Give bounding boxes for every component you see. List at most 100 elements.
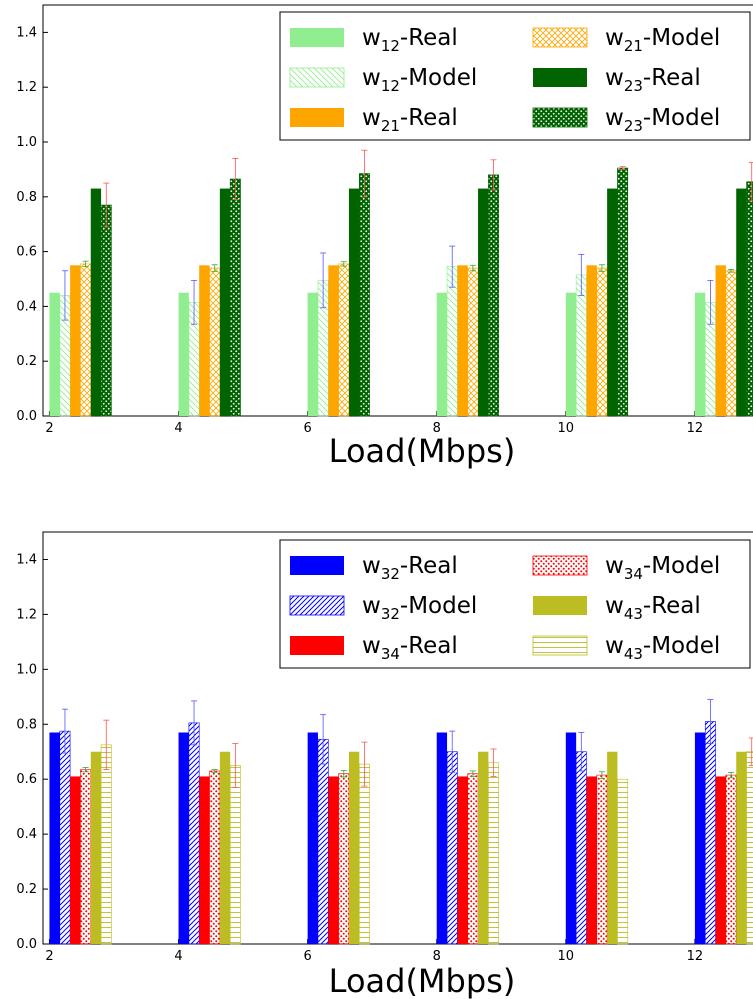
legend-item-21-real: w21-Real (290, 105, 458, 135)
bar-23-12 (746, 181, 753, 417)
legend-swatch (532, 635, 588, 656)
x-tick-label: 2 (45, 949, 53, 964)
error-bar (61, 708, 68, 754)
bar-43-12 (746, 751, 753, 945)
error-bar (320, 252, 327, 309)
y-tick-label: 0.0 (16, 409, 37, 424)
bar-32-12 (704, 721, 716, 945)
legend-label: w32-Model (362, 593, 477, 623)
bar-12-4 (178, 292, 189, 416)
bar-34-2 (70, 776, 81, 944)
bar-32-6 (307, 732, 318, 944)
bar-12-2 (49, 292, 60, 416)
legend-label: w21-Model (605, 25, 720, 55)
error-bar (232, 743, 239, 788)
y-tick-label: 0.0 (16, 937, 37, 952)
bar-32-4 (188, 722, 200, 945)
bar-34-4 (199, 776, 210, 944)
plot-frame (42, 4, 753, 417)
legend-label: w23-Model (605, 105, 720, 135)
bar-34-8 (457, 776, 468, 944)
bar-32-10 (575, 751, 587, 945)
bar-23-10 (607, 188, 618, 416)
legend-item-34-model: w34-Model (532, 553, 720, 583)
error-bar (361, 741, 368, 787)
error-bar (707, 699, 714, 744)
y-tick-label: 1.0 (16, 662, 37, 677)
error-bar (578, 732, 585, 772)
x-tick-label: 2 (45, 421, 53, 436)
bar-43-10 (617, 778, 629, 945)
error-bar (82, 260, 89, 268)
bar-32-8 (446, 751, 458, 945)
legend-item-23-model: w23-Model (532, 105, 720, 135)
legend-swatch (290, 108, 344, 127)
error-bar (598, 264, 605, 272)
bar-32-10 (565, 732, 577, 944)
bar-21-6 (328, 265, 339, 416)
bar-34-12 (715, 776, 726, 944)
bar-43-2 (90, 751, 102, 944)
bar-12-8 (436, 292, 448, 416)
legend-label: w43-Model (605, 633, 720, 663)
bar-23-4 (229, 178, 241, 417)
y-tick-label: 0.4 (16, 299, 37, 314)
legend-swatch (290, 636, 344, 655)
bar-43-4 (219, 751, 231, 944)
error-bar (598, 771, 605, 779)
legend-item-32-real: w32-Real (290, 553, 458, 583)
error-bar (490, 159, 497, 191)
bar-34-4 (209, 770, 221, 945)
y-tick-label: 1.0 (16, 135, 37, 150)
legend-swatch (532, 107, 588, 128)
legend-label: w34-Model (605, 553, 720, 583)
bar-21-8 (467, 267, 479, 417)
x-tick-label: 6 (303, 421, 311, 436)
error-bar (82, 766, 89, 773)
bar-12-10 (575, 274, 587, 417)
y-tick-label: 1.4 (16, 25, 37, 40)
legend-swatch (533, 68, 587, 87)
x-tick-label: 4 (174, 949, 182, 964)
legend-label: w43-Real (605, 593, 701, 623)
error-bar (490, 748, 497, 777)
bars (49, 699, 753, 945)
error-bar (191, 279, 198, 325)
bar-32-2 (59, 730, 71, 945)
x-tick-label: 4 (174, 421, 182, 436)
x-axis-label: Load(Mbps) (329, 962, 516, 999)
error-bar (449, 730, 456, 773)
bar-34-2 (80, 769, 92, 945)
bar-34-10 (596, 774, 608, 945)
error-bar (748, 737, 753, 766)
bar-43-8 (478, 751, 489, 944)
bar-23-6 (348, 188, 360, 416)
legend-swatch (290, 556, 344, 575)
legend-item-12-real: w12-Real (290, 25, 458, 55)
y-tick-label: 1.4 (16, 552, 37, 567)
error-bar (728, 771, 735, 779)
bar-34-12 (725, 774, 737, 945)
y-tick-label: 0.6 (16, 245, 37, 260)
bar-21-10 (586, 265, 597, 416)
x-tick-label: 8 (433, 421, 441, 436)
legend-item-21-model: w21-Model (532, 25, 720, 55)
error-bar (469, 770, 476, 777)
legend-item-32-model: w32-Model (289, 593, 477, 623)
bar-21-2 (70, 265, 81, 416)
y-tick-label: 0.8 (16, 190, 37, 205)
bar-12-12 (694, 292, 706, 416)
y-tick-label: 0.6 (16, 772, 37, 787)
bar-34-6 (328, 776, 339, 944)
bar-32-4 (178, 732, 189, 944)
bar-21-12 (715, 265, 726, 416)
legend-item-43-real: w43-Real (533, 593, 701, 623)
error-bar (361, 149, 368, 198)
legend-swatch (532, 555, 588, 576)
error-bar (320, 714, 327, 765)
bar-21-6 (338, 263, 350, 417)
legend: w12-Real w12-Model w21-Real w21-Model w23-Re… (279, 11, 751, 141)
error-bar (340, 770, 347, 778)
bar-43-6 (358, 763, 370, 945)
bar-34-8 (467, 773, 479, 945)
